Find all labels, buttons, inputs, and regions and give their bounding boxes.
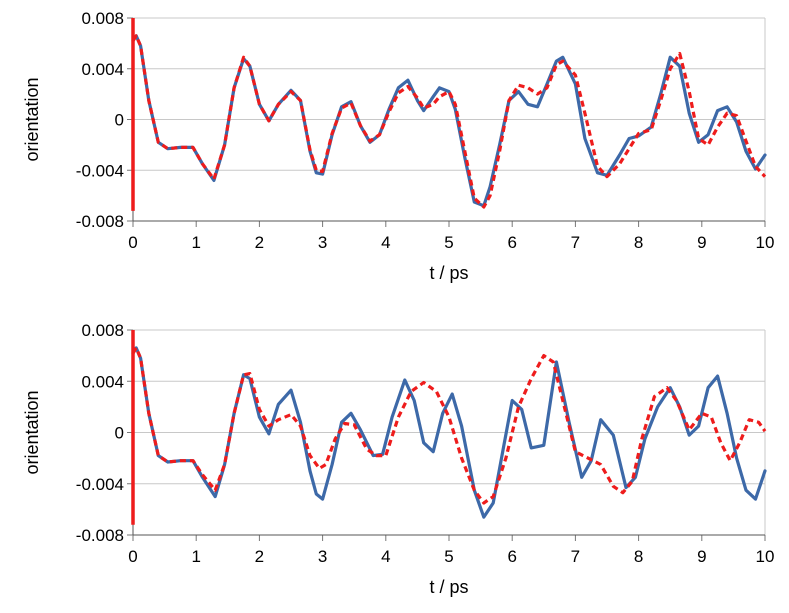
x-tick-label: 8 [634,233,643,252]
series-line-blue-solid [131,34,767,208]
y-tick-label: -0.004 [76,475,124,494]
y-tick-label: -0.008 [76,212,124,231]
series-line-red-dashed [131,34,767,209]
y-axis-label: orientation [22,77,42,161]
y-tick-label: 0 [115,111,124,130]
y-tick-label: 0.008 [81,9,124,28]
y-tick-label: 0.004 [81,372,124,391]
x-tick-label: 10 [756,233,775,252]
x-tick-label: 0 [128,547,137,566]
x-tick-label: 5 [444,233,453,252]
y-axis-label: orientation [22,390,42,474]
x-tick-label: 9 [697,547,706,566]
x-axis-label: t / ps [429,577,468,597]
x-tick-label: 9 [697,233,706,252]
x-tick-label: 2 [255,547,264,566]
x-tick-label: 1 [191,547,200,566]
x-tick-label: 7 [571,233,580,252]
y-tick-label: 0 [115,424,124,443]
y-tick-label: 0.008 [81,321,124,340]
y-tick-label: -0.008 [76,526,124,545]
x-tick-label: 10 [756,547,775,566]
x-tick-label: 2 [255,233,264,252]
x-tick-label: 6 [507,233,516,252]
chart-panel-top: -0.008 -0.004 0 0.004 0.008 0 1 2 3 4 5 6 7 8 9 10 t / p… [22,9,774,283]
x-tick-label: 3 [318,547,327,566]
x-tick-label: 5 [444,547,453,566]
x-axis-label: t / ps [429,263,468,283]
x-tick-label: 6 [507,547,516,566]
y-tick-label: -0.004 [76,161,124,180]
x-tick-label: 3 [318,233,327,252]
chart-panel-bottom: -0.008 -0.004 0 0.004 0.008 0 1 2 3 4 5 6 7 8 9 10 t / p… [22,321,774,597]
series-line-red-dashed [131,346,767,505]
x-tick-label: 0 [128,233,137,252]
x-tick-label: 8 [634,547,643,566]
x-tick-label: 1 [191,233,200,252]
y-tick-label: 0.004 [81,60,124,79]
x-tick-label: 4 [381,547,390,566]
x-tick-label: 4 [381,233,390,252]
x-tick-label: 7 [571,547,580,566]
